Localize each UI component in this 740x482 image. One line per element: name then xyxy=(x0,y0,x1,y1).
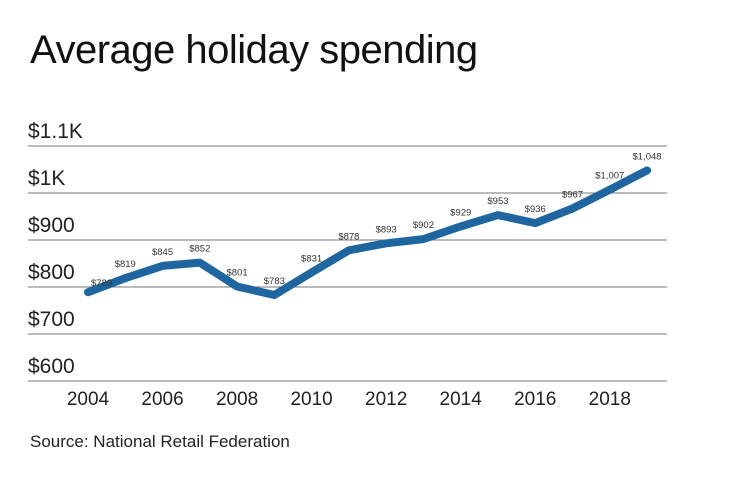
data-label: $1,048 xyxy=(633,151,662,162)
data-label: $953 xyxy=(487,196,508,207)
x-tick-label: 2006 xyxy=(141,389,183,410)
data-point xyxy=(236,285,239,288)
data-point xyxy=(459,225,462,228)
y-tick-label: $1K xyxy=(28,167,65,190)
series-line xyxy=(84,166,652,299)
x-tick-label: 2016 xyxy=(514,389,556,410)
data-point xyxy=(347,249,350,252)
y-tick-label: $800 xyxy=(28,261,75,284)
data-point xyxy=(571,207,574,210)
x-tick-label: 2018 xyxy=(589,389,631,410)
y-tick-label: $1.1K xyxy=(28,120,83,143)
data-point xyxy=(87,291,89,294)
data-label: $902 xyxy=(413,220,434,231)
data-label: $852 xyxy=(189,244,210,255)
data-label: $893 xyxy=(376,224,397,235)
y-tick-label: $600 xyxy=(28,355,75,378)
data-point xyxy=(646,169,649,172)
data-point xyxy=(161,264,164,267)
data-label: $819 xyxy=(115,259,136,270)
data-label: $789 xyxy=(91,278,112,289)
data-label: $801 xyxy=(227,268,248,279)
data-label: $1,007 xyxy=(595,171,624,182)
x-tick-label: 2004 xyxy=(67,389,110,410)
y-tick-label: $900 xyxy=(28,214,75,237)
data-point xyxy=(310,271,313,274)
data-point xyxy=(124,277,127,280)
x-tick-label: 2008 xyxy=(216,389,258,410)
data-label: $783 xyxy=(264,276,285,287)
data-label: $878 xyxy=(338,231,359,242)
data-point xyxy=(608,188,611,191)
data-point xyxy=(198,261,201,264)
data-label: $936 xyxy=(525,204,546,215)
chart-title: Average holiday spending xyxy=(30,28,478,72)
data-point xyxy=(385,242,388,245)
data-label: $845 xyxy=(152,247,173,258)
x-tick-label: 2010 xyxy=(290,389,332,410)
source-note: Source: National Retail Federation xyxy=(30,432,290,451)
x-tick-label: 2012 xyxy=(365,389,407,410)
data-label: $929 xyxy=(450,207,471,218)
data-label: $967 xyxy=(562,190,583,201)
x-tick-label: 2014 xyxy=(440,389,483,410)
y-tick-label: $700 xyxy=(28,308,75,331)
data-point xyxy=(422,238,425,241)
data-point xyxy=(273,293,276,296)
data-label: $831 xyxy=(301,253,322,264)
data-point xyxy=(534,222,537,225)
data-point xyxy=(496,214,499,217)
